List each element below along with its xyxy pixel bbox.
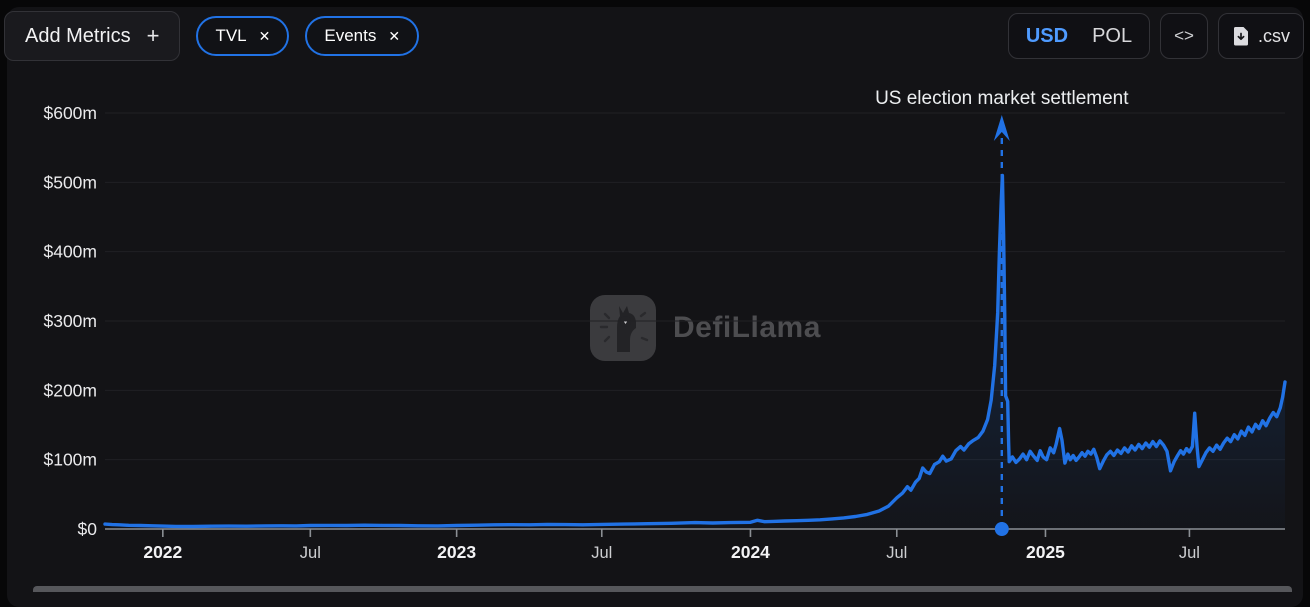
- x-axis-label: 2024: [731, 542, 770, 562]
- plus-icon: +: [147, 23, 160, 49]
- x-axis-label: 2022: [143, 542, 182, 562]
- y-axis-label: $600m: [43, 103, 97, 123]
- y-axis-label: $0: [78, 519, 98, 539]
- x-axis-label: Jul: [1179, 544, 1200, 562]
- y-axis-label: $100m: [43, 450, 97, 470]
- currency-option-usd[interactable]: USD: [1026, 25, 1068, 48]
- events-pill-close-icon[interactable]: ✕: [388, 28, 400, 45]
- csv-file-download-icon: [1232, 26, 1250, 46]
- chart-brush-bar[interactable]: [33, 586, 1292, 592]
- metric-pill-events[interactable]: Events ✕: [305, 16, 419, 56]
- tvl-chart-canvas[interactable]: $0 $100m $200m $300m $400m $500m $600m 2022 Jul 2…: [0, 0, 1310, 592]
- y-axis-label: $200m: [43, 380, 97, 400]
- metric-pill-tvl-label: TVL: [215, 26, 246, 46]
- tvl-pill-close-icon[interactable]: ✕: [259, 28, 271, 45]
- currency-option-pol[interactable]: POL: [1092, 25, 1132, 48]
- tvl-area-fill: [105, 175, 1285, 529]
- embed-code-icon: <>: [1174, 26, 1194, 46]
- x-axis-label: Jul: [591, 544, 612, 562]
- chart-toolbar: Add Metrics + TVL ✕ Events ✕ USD POL <> …: [4, 8, 1304, 64]
- annotation-event-dot[interactable]: [995, 522, 1009, 536]
- x-axis-label: 2025: [1026, 542, 1065, 562]
- add-metrics-button[interactable]: Add Metrics +: [4, 11, 180, 61]
- annotation-label: US election market settlement: [875, 88, 1129, 109]
- csv-button-label: .csv: [1258, 26, 1290, 47]
- download-csv-button[interactable]: .csv: [1218, 13, 1304, 59]
- x-axis-label: 2023: [437, 542, 476, 562]
- x-axis-label: Jul: [886, 544, 907, 562]
- x-axis-label: Jul: [300, 544, 321, 562]
- y-axis-label: $400m: [43, 242, 97, 262]
- add-metrics-label: Add Metrics: [25, 25, 131, 48]
- metric-pill-events-label: Events: [324, 26, 376, 46]
- y-axis-label: $500m: [43, 172, 97, 192]
- embed-code-button[interactable]: <>: [1160, 13, 1208, 59]
- currency-toggle: USD POL: [1008, 13, 1150, 59]
- annotation-arrow-icon: [994, 115, 1010, 141]
- metric-pill-tvl[interactable]: TVL ✕: [196, 16, 289, 56]
- y-axis-label: $300m: [43, 311, 97, 331]
